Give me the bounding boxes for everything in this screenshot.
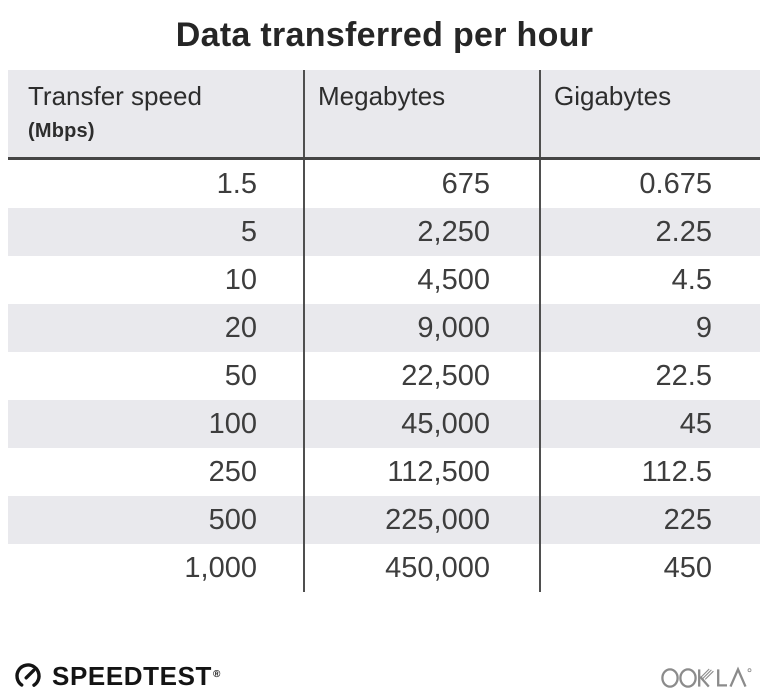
cell-gigabytes: 4.5 xyxy=(539,256,760,304)
cell-transfer-speed: 5 xyxy=(240,215,257,248)
table-row: 50 22,500 22.5 xyxy=(8,352,760,400)
cell-megabytes: 675 xyxy=(303,160,539,208)
registered-trademark-symbol: ® xyxy=(213,668,221,680)
cell-gigabytes: 45 xyxy=(539,400,760,448)
ookla-wordmark-icon xyxy=(661,666,757,690)
cell-megabytes: 450,000 xyxy=(303,544,539,592)
cell-gigabytes: 0.675 xyxy=(539,160,760,208)
table-row: 250 112,500 112.5 xyxy=(8,448,760,496)
speedometer-gauge-icon xyxy=(14,662,42,690)
column-header-transfer-speed: Transfer speed (Mbps) xyxy=(8,70,303,157)
column-header-megabytes: Megabytes xyxy=(303,70,539,157)
cell-gigabytes: 225 xyxy=(539,496,760,544)
table-row: 5 2,250 2.25 xyxy=(8,208,760,256)
cell-transfer-speed: 500 xyxy=(208,503,257,536)
cell-gigabytes: 22.5 xyxy=(539,352,760,400)
cell-megabytes: 225,000 xyxy=(303,496,539,544)
cell-megabytes: 2,250 xyxy=(303,208,539,256)
cell-gigabytes: 2.25 xyxy=(539,208,760,256)
speedtest-wordmark: SPEEDTEST xyxy=(52,661,212,691)
cell-transfer-speed: 10 xyxy=(224,263,257,296)
cell-gigabytes: 9 xyxy=(539,304,760,352)
cell-megabytes: 9,000 xyxy=(303,304,539,352)
table-row: 10 4,500 4.5 xyxy=(8,256,760,304)
cell-gigabytes: 450 xyxy=(539,544,760,592)
data-table: Transfer speed (Mbps) Megabytes Gigabyte… xyxy=(8,70,760,592)
speedtest-logo: SPEEDTEST ® xyxy=(14,662,220,690)
column-header-unit: (Mbps) xyxy=(28,120,95,142)
table-body: 1.5 675 0.675 5 2,250 2.25 10 4,500 4.5 … xyxy=(8,160,760,592)
column-header-label: Transfer speed xyxy=(28,81,202,111)
table-header-row: Transfer speed (Mbps) Megabytes Gigabyte… xyxy=(8,70,760,160)
table-row: 1.5 675 0.675 xyxy=(8,160,760,208)
cell-transfer-speed: 50 xyxy=(224,359,257,392)
table-row: 500 225,000 225 xyxy=(8,496,760,544)
ookla-logo xyxy=(661,666,757,690)
table-row: 100 45,000 45 xyxy=(8,400,760,448)
cell-transfer-speed: 100 xyxy=(208,407,257,440)
cell-gigabytes: 112.5 xyxy=(539,448,760,496)
column-header-gigabytes: Gigabytes xyxy=(539,70,760,157)
cell-transfer-speed: 1.5 xyxy=(216,167,257,200)
page-title: Data transferred per hour xyxy=(175,16,594,54)
table-row: 20 9,000 9 xyxy=(8,304,760,352)
cell-megabytes: 112,500 xyxy=(303,448,539,496)
cell-megabytes: 22,500 xyxy=(303,352,539,400)
cell-transfer-speed: 1,000 xyxy=(184,551,257,584)
cell-transfer-speed: 20 xyxy=(224,311,257,344)
cell-transfer-speed: 250 xyxy=(208,455,257,488)
cell-megabytes: 45,000 xyxy=(303,400,539,448)
table-row: 1,000 450,000 450 xyxy=(8,544,760,592)
cell-megabytes: 4,500 xyxy=(303,256,539,304)
